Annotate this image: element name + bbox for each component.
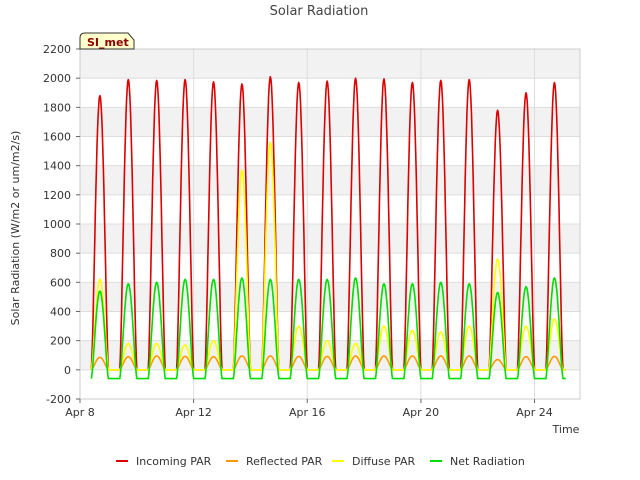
x-tick-label: Apr 16 — [289, 406, 326, 419]
y-axis-label: Solar Radiation (W/m2 or um/m2/s) — [9, 131, 22, 326]
y-tick-label: 0 — [64, 364, 71, 377]
x-tick-label: Apr 24 — [516, 406, 553, 419]
y-tick-label: 600 — [50, 276, 71, 289]
y-tick-label: 200 — [50, 335, 71, 348]
chart-title: Solar Radiation — [270, 4, 369, 19]
x-axis-ticks: Apr 8 Apr 12 Apr 16 Apr 20 Apr 24 — [65, 399, 553, 419]
series-line-net-radiation — [90, 277, 567, 380]
legend-label: Reflected PAR — [246, 455, 323, 468]
y-tick-label: -200 — [46, 393, 71, 406]
legend-label: Incoming PAR — [136, 455, 212, 468]
y-tick-label: 1600 — [43, 131, 71, 144]
series-line-diffuse-par — [90, 141, 567, 371]
station-badge-label: SI_met — [87, 36, 129, 49]
background-band — [80, 49, 580, 79]
y-axis-ticks: -200 0 200 400 600 800 1000 1200 1400 1600 1800 200… — [43, 43, 80, 406]
x-axis-label: Time — [552, 423, 580, 436]
legend-label: Diffuse PAR — [352, 455, 416, 468]
x-tick-label: Apr 20 — [403, 406, 440, 419]
background-band — [80, 165, 580, 195]
y-tick-label: 800 — [50, 247, 71, 260]
y-tick-label: 400 — [50, 306, 71, 319]
y-tick-label: 2000 — [43, 72, 71, 85]
background-band — [80, 224, 580, 254]
legend-label: Net Radiation — [450, 455, 525, 468]
x-tick-label: Apr 12 — [175, 406, 212, 419]
station-badge: SI_met — [79, 32, 135, 50]
y-tick-label: 1000 — [43, 218, 71, 231]
station-badge-shape — [79, 32, 135, 50]
series-lines — [90, 75, 567, 380]
y-tick-label: 1400 — [43, 160, 71, 173]
y-tick-label: 1200 — [43, 189, 71, 202]
y-tick-label: 2200 — [43, 43, 71, 56]
legend: Incoming PAR Reflected PAR Diffuse PAR Net … — [116, 455, 525, 468]
y-tick-label: 1800 — [43, 101, 71, 114]
x-tick-label: Apr 8 — [65, 406, 95, 419]
